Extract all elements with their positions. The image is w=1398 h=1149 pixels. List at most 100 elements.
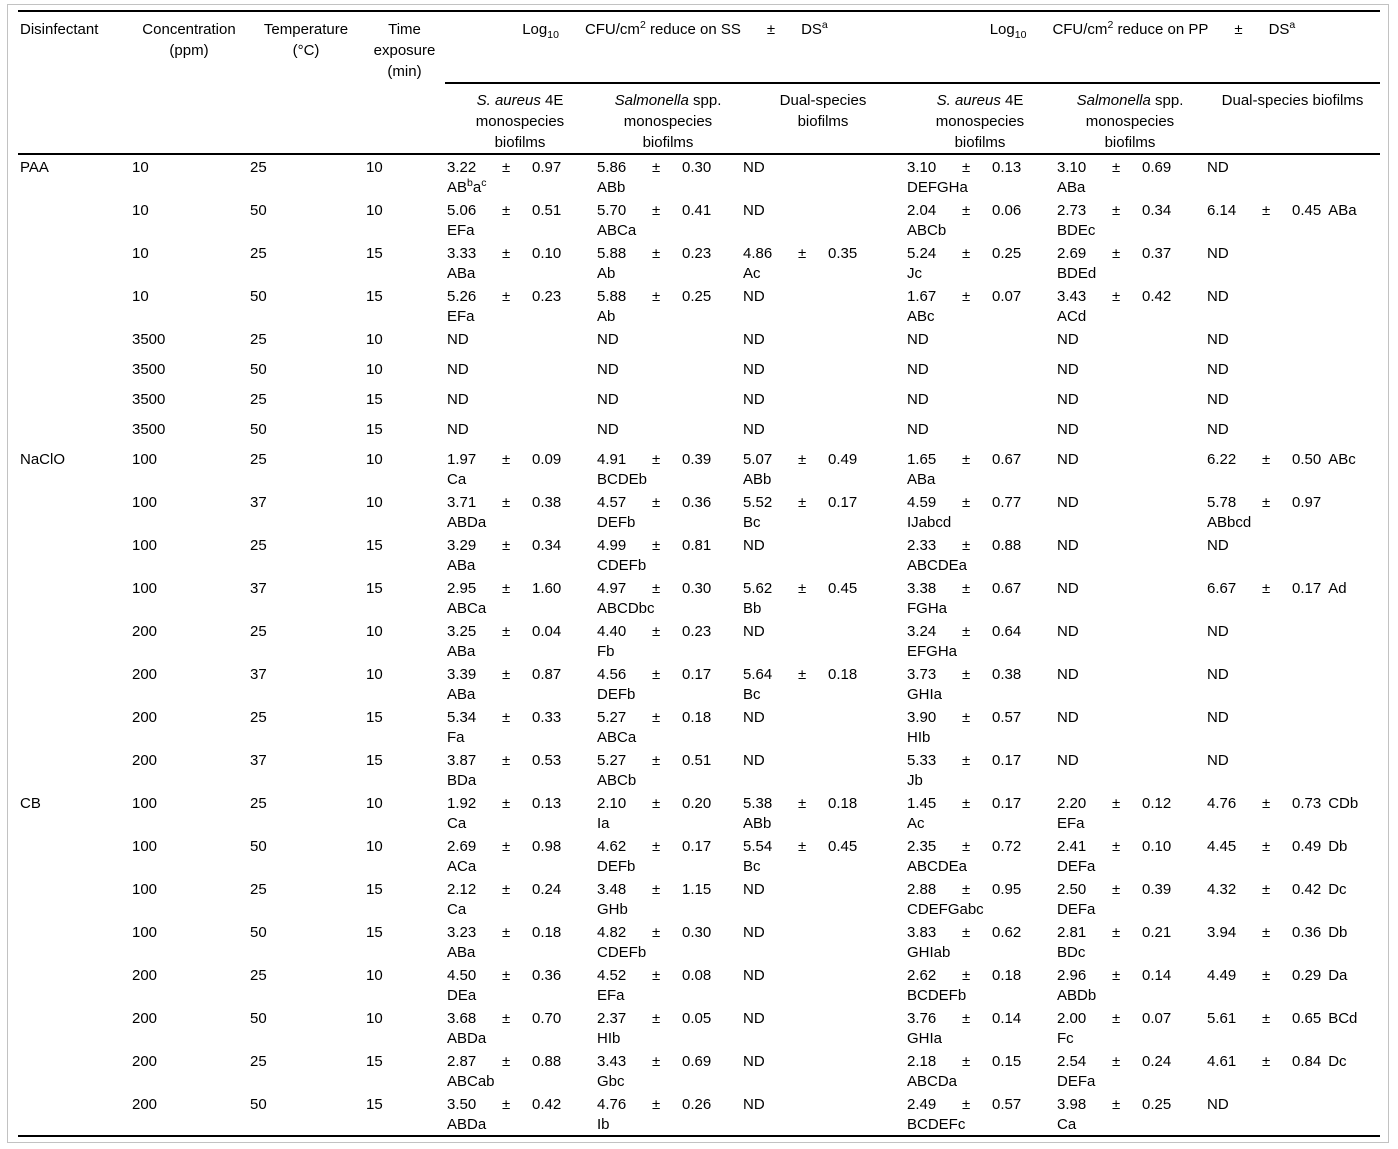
concentration-cell: 3500 (132, 391, 166, 408)
temperature-cell: 50 (250, 924, 267, 941)
significance-letters: ABCDEa (907, 557, 968, 574)
result-cell: 2.10 ±0.20 Ia (595, 791, 741, 834)
table-row: CB 100 25 10 1.92 ±0.13 Ca 2.10 ±0.20 Ia 5.38 ±0.18… (18, 791, 1380, 834)
result-cell: 4.61 ±0.84 Dc (1207, 1053, 1347, 1070)
significance-letters: Dc (1328, 881, 1347, 898)
significance-letters: DEFa (1057, 858, 1096, 875)
significance-letters: Bb (743, 600, 762, 617)
time-cell: 15 (366, 752, 383, 769)
table-body: PAA 10 25 10 3.22 ±0.97 ABbac 5.86 ±0.30 ABb ND 3.1… (18, 154, 1380, 1136)
disinfectant-cell (18, 619, 130, 662)
result-cell: ND (905, 417, 1055, 447)
not-detected-value: ND (743, 1096, 765, 1113)
result-cell: 2.73 ±0.34 BDEc (1055, 198, 1205, 241)
time-cell: 15 (366, 1053, 383, 1070)
significance-letters: ABDa (447, 1116, 487, 1133)
significance-letters: ABCb (597, 772, 637, 789)
disinfectant-cell (18, 748, 130, 791)
result-cell: ND (1055, 576, 1205, 619)
disinfectant-cell (18, 1049, 130, 1092)
result-cell: 3.43 ±0.42 ACd (1055, 284, 1205, 327)
result-cell: 5.86 ±0.30 ABb (595, 154, 741, 198)
not-detected-value: ND (1207, 709, 1229, 726)
result-cell: 2.69 ±0.37 BDEd (1055, 241, 1205, 284)
result-cell: 2.88 ±0.95 CDEFGabc (905, 877, 1055, 920)
result-cell: 3.48 ±1.15 GHb (595, 877, 741, 920)
result-cell: 5.26 ±0.23 EFa (445, 284, 595, 327)
result-cell: ND (741, 705, 905, 748)
significance-letters: BDEd (1057, 265, 1097, 282)
result-cell: 4.45 ±0.49 Db (1207, 838, 1348, 855)
disinfectant-cell (18, 1006, 130, 1049)
significance-letters: Bc (743, 514, 761, 531)
significance-letters: GHIa (907, 686, 943, 703)
result-cell: ND (1055, 387, 1205, 417)
concentration-cell: 200 (132, 1053, 158, 1070)
group-header-ss-log: Log10 (522, 21, 559, 41)
group-header-ss-ds: DSa (801, 19, 828, 38)
result-cell: 3.87 ±0.53 BDa (445, 748, 595, 791)
temperature-cell: 25 (250, 967, 267, 984)
result-cell: 1.92 ±0.13 Ca (445, 791, 595, 834)
temperature-cell: 25 (250, 881, 267, 898)
significance-letters: Ac (907, 815, 925, 832)
result-cell: ND (905, 357, 1055, 387)
result-cell: 2.04 ±0.06 ABCb (905, 198, 1055, 241)
significance-letters: Ab (597, 265, 616, 282)
subheader-ss-salmonella: Salmonella spp. monospecies biofilms (595, 83, 741, 155)
time-cell: 15 (366, 709, 383, 726)
concentration-cell: 200 (132, 1010, 158, 1027)
result-cell: 5.54 ±0.45 Bc (741, 834, 905, 877)
temperature-cell: 50 (250, 361, 267, 378)
time-cell: 10 (366, 159, 383, 176)
disinfectant-cell (18, 576, 130, 619)
result-cell: 4.99 ±0.81 CDEFb (595, 533, 741, 576)
not-detected-value: ND (743, 331, 765, 348)
result-cell: 5.88 ±0.23 Ab (595, 241, 741, 284)
not-detected-value: ND (1207, 391, 1229, 408)
significance-letters: BDEc (1057, 222, 1096, 239)
significance-letters: Bc (743, 686, 761, 703)
time-cell: 15 (366, 1096, 383, 1113)
time-cell: 15 (366, 924, 383, 941)
concentration-cell: 200 (132, 709, 158, 726)
not-detected-value: ND (1207, 1096, 1229, 1113)
result-cell: 1.65 ±0.67 ABa (905, 447, 1055, 490)
result-cell: 3.71 ±0.38 ABDa (445, 490, 595, 533)
not-detected-value: ND (1057, 421, 1079, 438)
concentration-cell: 10 (132, 245, 149, 262)
result-cell: ND (1055, 417, 1205, 447)
result-cell: 3.10 ±0.13 DEFGHa (905, 154, 1055, 198)
table-row: 100 50 10 2.69 ±0.98 ACa 4.62 ±0.17 DEFb 5.54 ±0.4… (18, 834, 1380, 877)
time-cell: 10 (366, 838, 383, 855)
result-cell: 4.76 ±0.73 CDb (1207, 795, 1359, 812)
header-row-species: S. aureus 4E monospecies biofilms Salmon… (18, 83, 1380, 155)
significance-letters: ABCDbc (597, 600, 655, 617)
result-cell: 5.64 ±0.18 Bc (741, 662, 905, 705)
result-cell: ND (1205, 417, 1380, 447)
group-header-pp-ds: DSa (1268, 19, 1296, 38)
result-cell: 2.37 ±0.05 HIb (595, 1006, 741, 1049)
table-row: PAA 10 25 10 3.22 ±0.97 ABbac 5.86 ±0.30 ABb ND 3.1… (18, 154, 1380, 198)
significance-letters: ABb (743, 815, 772, 832)
table-row: 200 50 15 3.50 ±0.42 ABDa 4.76 ±0.26 Ib ND 2.49 ±0.… (18, 1092, 1380, 1136)
result-cell: 2.96 ±0.14 ABDb (1055, 963, 1205, 1006)
result-cell: 5.24 ±0.25 Jc (905, 241, 1055, 284)
result-cell: ND (1055, 357, 1205, 387)
not-detected-value: ND (743, 391, 765, 408)
significance-letters: ACa (447, 858, 477, 875)
concentration-cell: 10 (132, 202, 149, 219)
significance-letters: Ia (597, 815, 610, 832)
result-cell: ND (741, 284, 905, 327)
result-cell: 5.38 ±0.18 ABb (741, 791, 905, 834)
result-cell: 4.76 ±0.26 Ib (595, 1092, 741, 1136)
significance-letters: Ad (1328, 580, 1347, 597)
significance-letters: ABa (447, 944, 476, 961)
subheader-pp-saureus: S. aureus 4E monospecies biofilms (905, 83, 1055, 155)
result-cell: ND (1205, 748, 1380, 791)
temperature-cell: 25 (250, 1053, 267, 1070)
result-cell: 3.25 ±0.04 ABa (445, 619, 595, 662)
result-cell: ND (1205, 387, 1380, 417)
significance-letters: ABb (597, 179, 626, 196)
result-cell: ND (741, 357, 905, 387)
